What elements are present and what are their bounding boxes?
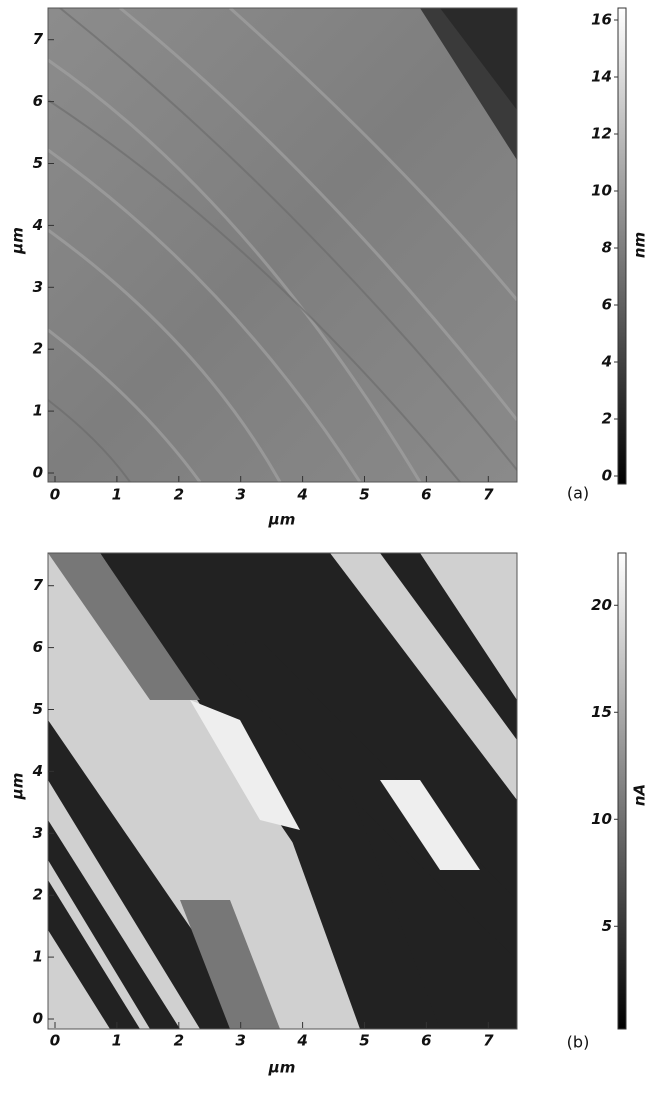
y-tick-label: 1 [33,402,43,420]
colorbar-label: nm [631,232,648,258]
y-tick-label: 0 [33,464,43,482]
colorbar-tick-label: 10 [591,182,612,200]
x-tick-label: 7 [483,1032,494,1050]
afm-topography-image [48,8,517,482]
y-tick-label: 3 [33,278,43,296]
x-tick-label: 0 [50,486,60,504]
colorbar-tick-label: 14 [591,68,612,86]
y-tick-label: 7 [33,576,44,594]
y-tick-label: 6 [33,92,43,110]
y-tick-label: 6 [33,638,43,656]
y-tick-label: 0 [33,1010,43,1028]
x-tick-label: 1 [112,486,122,504]
x-tick-label: 4 [296,486,307,504]
x-tick-label: 5 [359,1032,369,1050]
y-tick-label: 3 [33,824,43,842]
afm-current-image [48,553,517,1029]
x-tick-label: 7 [483,486,494,504]
y-tick-label: 5 [33,154,43,172]
x-tick-label: 2 [174,486,184,504]
y-tick-label: 1 [33,948,43,966]
y-axis-label: µm [9,773,27,801]
colorbar-tick-label: 20 [591,596,612,614]
y-axis-label: µm [9,227,27,255]
y-tick-label: 2 [33,886,43,904]
y-tick-label: 5 [33,700,43,718]
x-tick-label: 3 [235,486,245,504]
x-tick-label: 3 [235,1032,245,1050]
y-tick-label: 4 [32,762,43,780]
y-tick-label: 4 [32,216,43,234]
frame [47,552,518,1030]
frame [47,7,518,483]
x-tick-label: 6 [421,1032,431,1050]
y-tick-label: 7 [33,30,44,48]
colorbar-tick-label: 5 [602,917,612,935]
x-axis-label: µm [268,1059,296,1077]
panel-label: (b) [567,1033,590,1052]
panel-label: (a) [567,484,589,503]
x-tick-label: 1 [112,1032,122,1050]
colorbar-tick-label: 16 [591,11,612,29]
colorbar [617,552,627,1030]
colorbar-tick-label: 4 [601,353,612,371]
y-tick-label: 2 [33,340,43,358]
colorbar-tick-label: 2 [602,410,612,428]
x-axis-label: µm [268,511,296,529]
colorbar-tick-label: 12 [591,125,612,143]
colorbar-tick-label: 8 [602,239,612,257]
x-tick-label: 6 [421,486,431,504]
x-tick-label: 2 [174,1032,184,1050]
x-tick-label: 5 [359,486,369,504]
x-tick-label: 4 [296,1032,307,1050]
colorbar-tick-label: 6 [602,296,612,314]
colorbar-label: nA [631,784,648,806]
colorbar [617,7,627,485]
x-tick-label: 0 [50,1032,60,1050]
colorbar-tick-label: 10 [591,810,612,828]
colorbar-tick-label: 15 [591,703,612,721]
colorbar-tick-label: 0 [602,467,612,485]
